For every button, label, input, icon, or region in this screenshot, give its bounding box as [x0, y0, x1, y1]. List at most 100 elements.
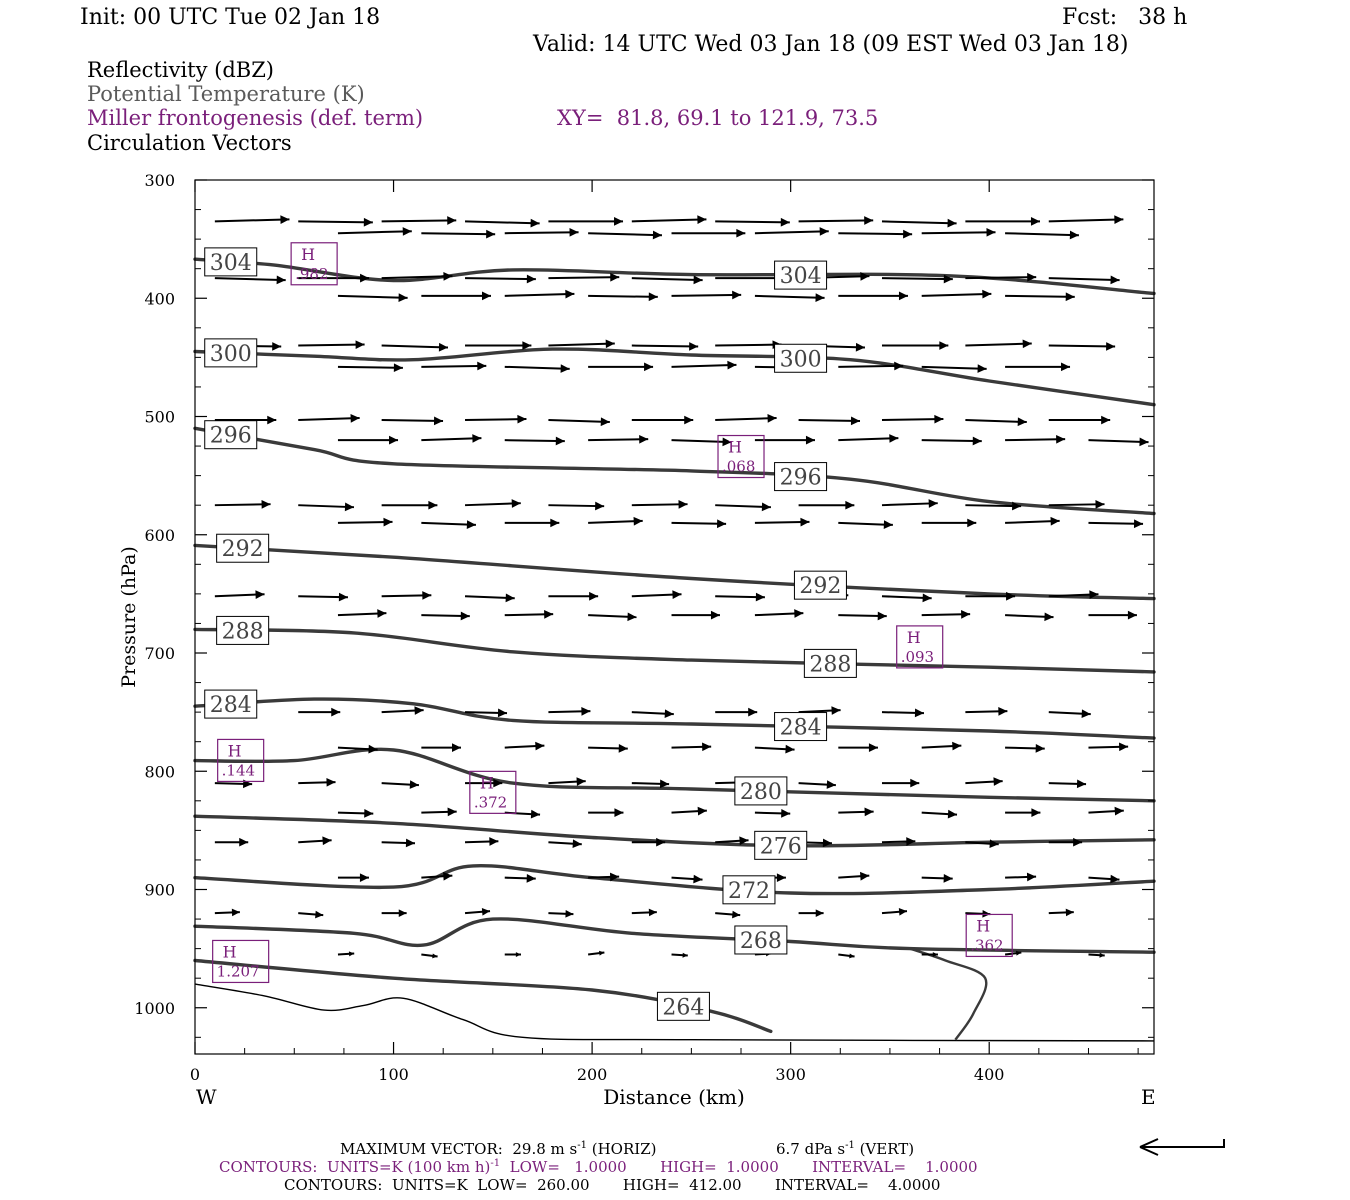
circulation-vector-head [486, 229, 496, 239]
circulation-vector-head [1073, 837, 1083, 847]
fronto-max-label: H [976, 916, 990, 935]
circulation-vector [421, 521, 476, 526]
circulation-vector-head [1076, 779, 1087, 789]
circulation-vector-head [952, 741, 962, 751]
circulation-vector-head [767, 413, 777, 423]
circulation-vector-head [906, 837, 916, 846]
theta-contour-264 [193, 958, 773, 1034]
theta-contour-276 [193, 814, 1156, 848]
circulation-vector [588, 438, 649, 442]
circulation-vector-head [428, 500, 438, 510]
circulation-vector-head [849, 953, 855, 959]
circulation-vector-head [794, 609, 804, 618]
circulation-vector-head [544, 609, 554, 619]
circulation-vector-head [845, 500, 855, 510]
circulation-vector-head [610, 272, 620, 282]
x-tick-label: 400 [974, 1065, 1005, 1084]
circulation-vector-head [1106, 342, 1116, 351]
circulation-vector-head [1044, 612, 1054, 622]
circulation-vector-head [614, 808, 624, 817]
circulation-vector-head [433, 416, 444, 426]
circulation-vector-head [815, 293, 825, 302]
circulation-vector-head [555, 436, 565, 446]
contour-label-box [754, 830, 808, 860]
circulation-vector-head [815, 909, 824, 917]
circulation-vector-head [481, 907, 491, 916]
circulation-vector [754, 230, 829, 235]
circulation-vector-head [898, 907, 907, 916]
circulation-vector-head [672, 590, 682, 599]
circulation-vector [1048, 503, 1105, 507]
circulation-vector-head [517, 414, 527, 424]
theta-contour-296 [193, 426, 1156, 516]
circulation-vector-head [272, 342, 282, 351]
theta-contour-labels: 304 304 300 300 296 296 292 292 288 288 284 284 280 2… [204, 247, 857, 1021]
contour-label-272: 272 [728, 879, 770, 904]
circulation-vector-head [447, 807, 457, 817]
circulation-vector-head [894, 361, 904, 371]
circulation-vector [421, 437, 482, 442]
y-tick-label: 900 [144, 881, 175, 900]
fronto-max-box [469, 770, 517, 814]
circulation-vector-head [903, 229, 913, 239]
contour-label-box [204, 247, 258, 277]
circulation-vector-head [819, 227, 829, 236]
circulation-vectors [214, 215, 1149, 959]
circulation-vector-head [243, 779, 253, 789]
circulation-vector [921, 439, 982, 443]
x-axis: 0 100 200 300 400 [190, 180, 1139, 1084]
y-tick-label: 600 [144, 526, 175, 545]
circulation-vector [214, 503, 271, 507]
circulation-vector-head [755, 592, 765, 602]
circulation-vector-head [614, 217, 624, 226]
circulation-vector [504, 231, 579, 235]
circulation-vector-head [702, 742, 712, 752]
circulation-vector-head [1030, 217, 1040, 226]
circulation-vector [381, 419, 444, 423]
fronto-max-label: H [480, 773, 494, 792]
contour-label-280: 280 [740, 780, 782, 805]
circulation-vector-head [600, 417, 610, 427]
circulation-vector-head [1027, 272, 1037, 282]
circulation-vector-head [697, 215, 707, 224]
circulation-vector-head [914, 708, 924, 718]
vert-vector-tail: (VERT) [855, 1140, 914, 1158]
circulation-vector [214, 218, 290, 223]
circulation-vector-head [684, 415, 694, 425]
circulation-vector-head [348, 951, 355, 957]
circulation-vector-head [972, 436, 982, 446]
circulation-vector-head [261, 500, 271, 509]
circulation-vector-head [982, 289, 992, 299]
circulation-vector [504, 439, 565, 443]
contour-label-284: 284 [210, 693, 252, 718]
circulation-vector [421, 232, 496, 236]
x-tick-label: 200 [577, 1065, 608, 1084]
circulation-vector-head [864, 807, 874, 817]
circulation-vector-head [322, 836, 332, 846]
circulation-vector-head [928, 499, 938, 508]
circulation-vector-head [1061, 362, 1071, 372]
circulation-vector-head [693, 275, 703, 285]
valid-time-text: Valid: 14 UTC Wed 03 Jan 18 (09 EST Wed … [532, 32, 1129, 57]
fronto-max-value: .362 [970, 936, 1003, 954]
circulation-vector-head [727, 360, 737, 370]
circulation-vector-head [967, 518, 977, 528]
circulation-vector-head [231, 908, 240, 917]
circulation-vector-head [850, 416, 861, 426]
theta-contour-280 [193, 747, 1156, 803]
circulation-vector-head [359, 873, 369, 883]
circulation-vector [421, 364, 487, 368]
circulation-vector [298, 343, 365, 347]
circulation-vector-head [1035, 744, 1045, 753]
contour-label-264: 264 [662, 995, 704, 1020]
circulation-vector-head [565, 289, 575, 299]
contour-label-292: 292 [799, 574, 841, 599]
circulation-vector-head [1006, 591, 1016, 601]
circulation-vector-head [986, 227, 996, 237]
circulation-vector [337, 294, 408, 299]
circulation-vector [588, 232, 662, 237]
fronto-max-box [965, 913, 1013, 958]
fronto-max-label: H [228, 741, 242, 760]
contour-label-box [774, 712, 828, 742]
circulation-vector [548, 342, 615, 347]
